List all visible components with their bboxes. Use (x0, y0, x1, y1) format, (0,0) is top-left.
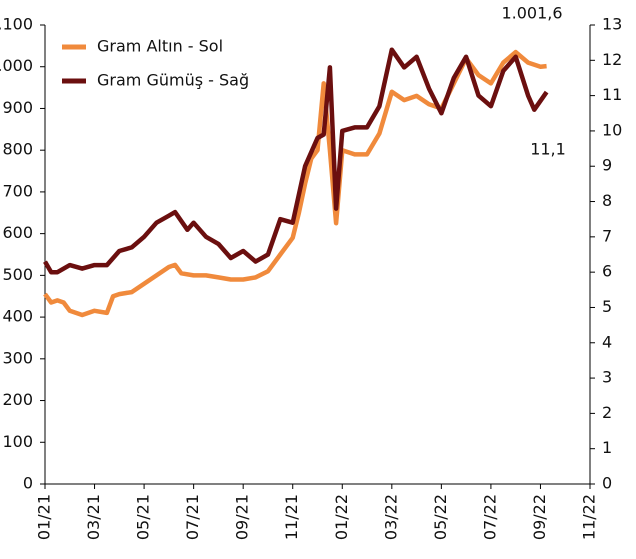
y2-tick-label: 10 (602, 120, 622, 139)
y2-tick-label: 6 (602, 262, 612, 281)
y-tick-label: 1.100 (0, 15, 33, 34)
y-tick-label: 200 (2, 390, 33, 409)
x-tick-label: 07/21 (183, 494, 202, 540)
y2-tick-label: 3 (602, 368, 612, 387)
x-tick-label: 11/21 (282, 494, 301, 540)
annotation: 11,1 (530, 140, 566, 159)
y-tick-label: 700 (2, 181, 33, 200)
y2-tick-label: 5 (602, 297, 612, 316)
x-tick-label: 03/21 (84, 494, 103, 540)
legend-label: Gram Gümüş - Sağ (97, 71, 249, 90)
annotation: 1.001,6 (501, 4, 562, 23)
x-tick-label: 09/21 (233, 494, 252, 540)
y2-tick-label: 4 (602, 332, 612, 351)
y-tick-label: 300 (2, 348, 33, 367)
y-tick-label: 400 (2, 307, 33, 326)
y-tick-label: 500 (2, 265, 33, 284)
y2-tick-label: 11 (602, 85, 622, 104)
y2-tick-label: 8 (602, 191, 612, 210)
legend-label: Gram Altın - Sol (97, 37, 223, 56)
y2-tick-label: 12 (602, 50, 622, 69)
x-tick-label: 09/22 (530, 494, 549, 540)
x-tick-label: 01/21 (35, 494, 54, 540)
y2-tick-label: 0 (602, 474, 612, 493)
x-tick-label: 01/22 (332, 494, 351, 540)
y2-tick-label: 1 (602, 438, 612, 457)
y-tick-label: 1.000 (0, 56, 33, 75)
x-tick-label: 07/22 (480, 494, 499, 540)
y2-tick-label: 2 (602, 403, 612, 422)
y-tick-label: 0 (23, 474, 33, 493)
x-tick-label: 05/22 (431, 494, 450, 540)
series-line (43, 49, 547, 318)
y-tick-label: 900 (2, 98, 33, 117)
x-tick-label: 11/22 (580, 494, 599, 540)
y-tick-label: 600 (2, 223, 33, 242)
y2-tick-label: 9 (602, 156, 612, 175)
x-tick-label: 03/22 (381, 494, 400, 540)
series-line (43, 47, 549, 275)
y-tick-label: 100 (2, 432, 33, 451)
y2-tick-label: 7 (602, 226, 612, 245)
y-tick-label: 800 (2, 140, 33, 159)
y2-tick-label: 13 (602, 15, 622, 34)
x-tick-label: 05/21 (134, 494, 153, 540)
